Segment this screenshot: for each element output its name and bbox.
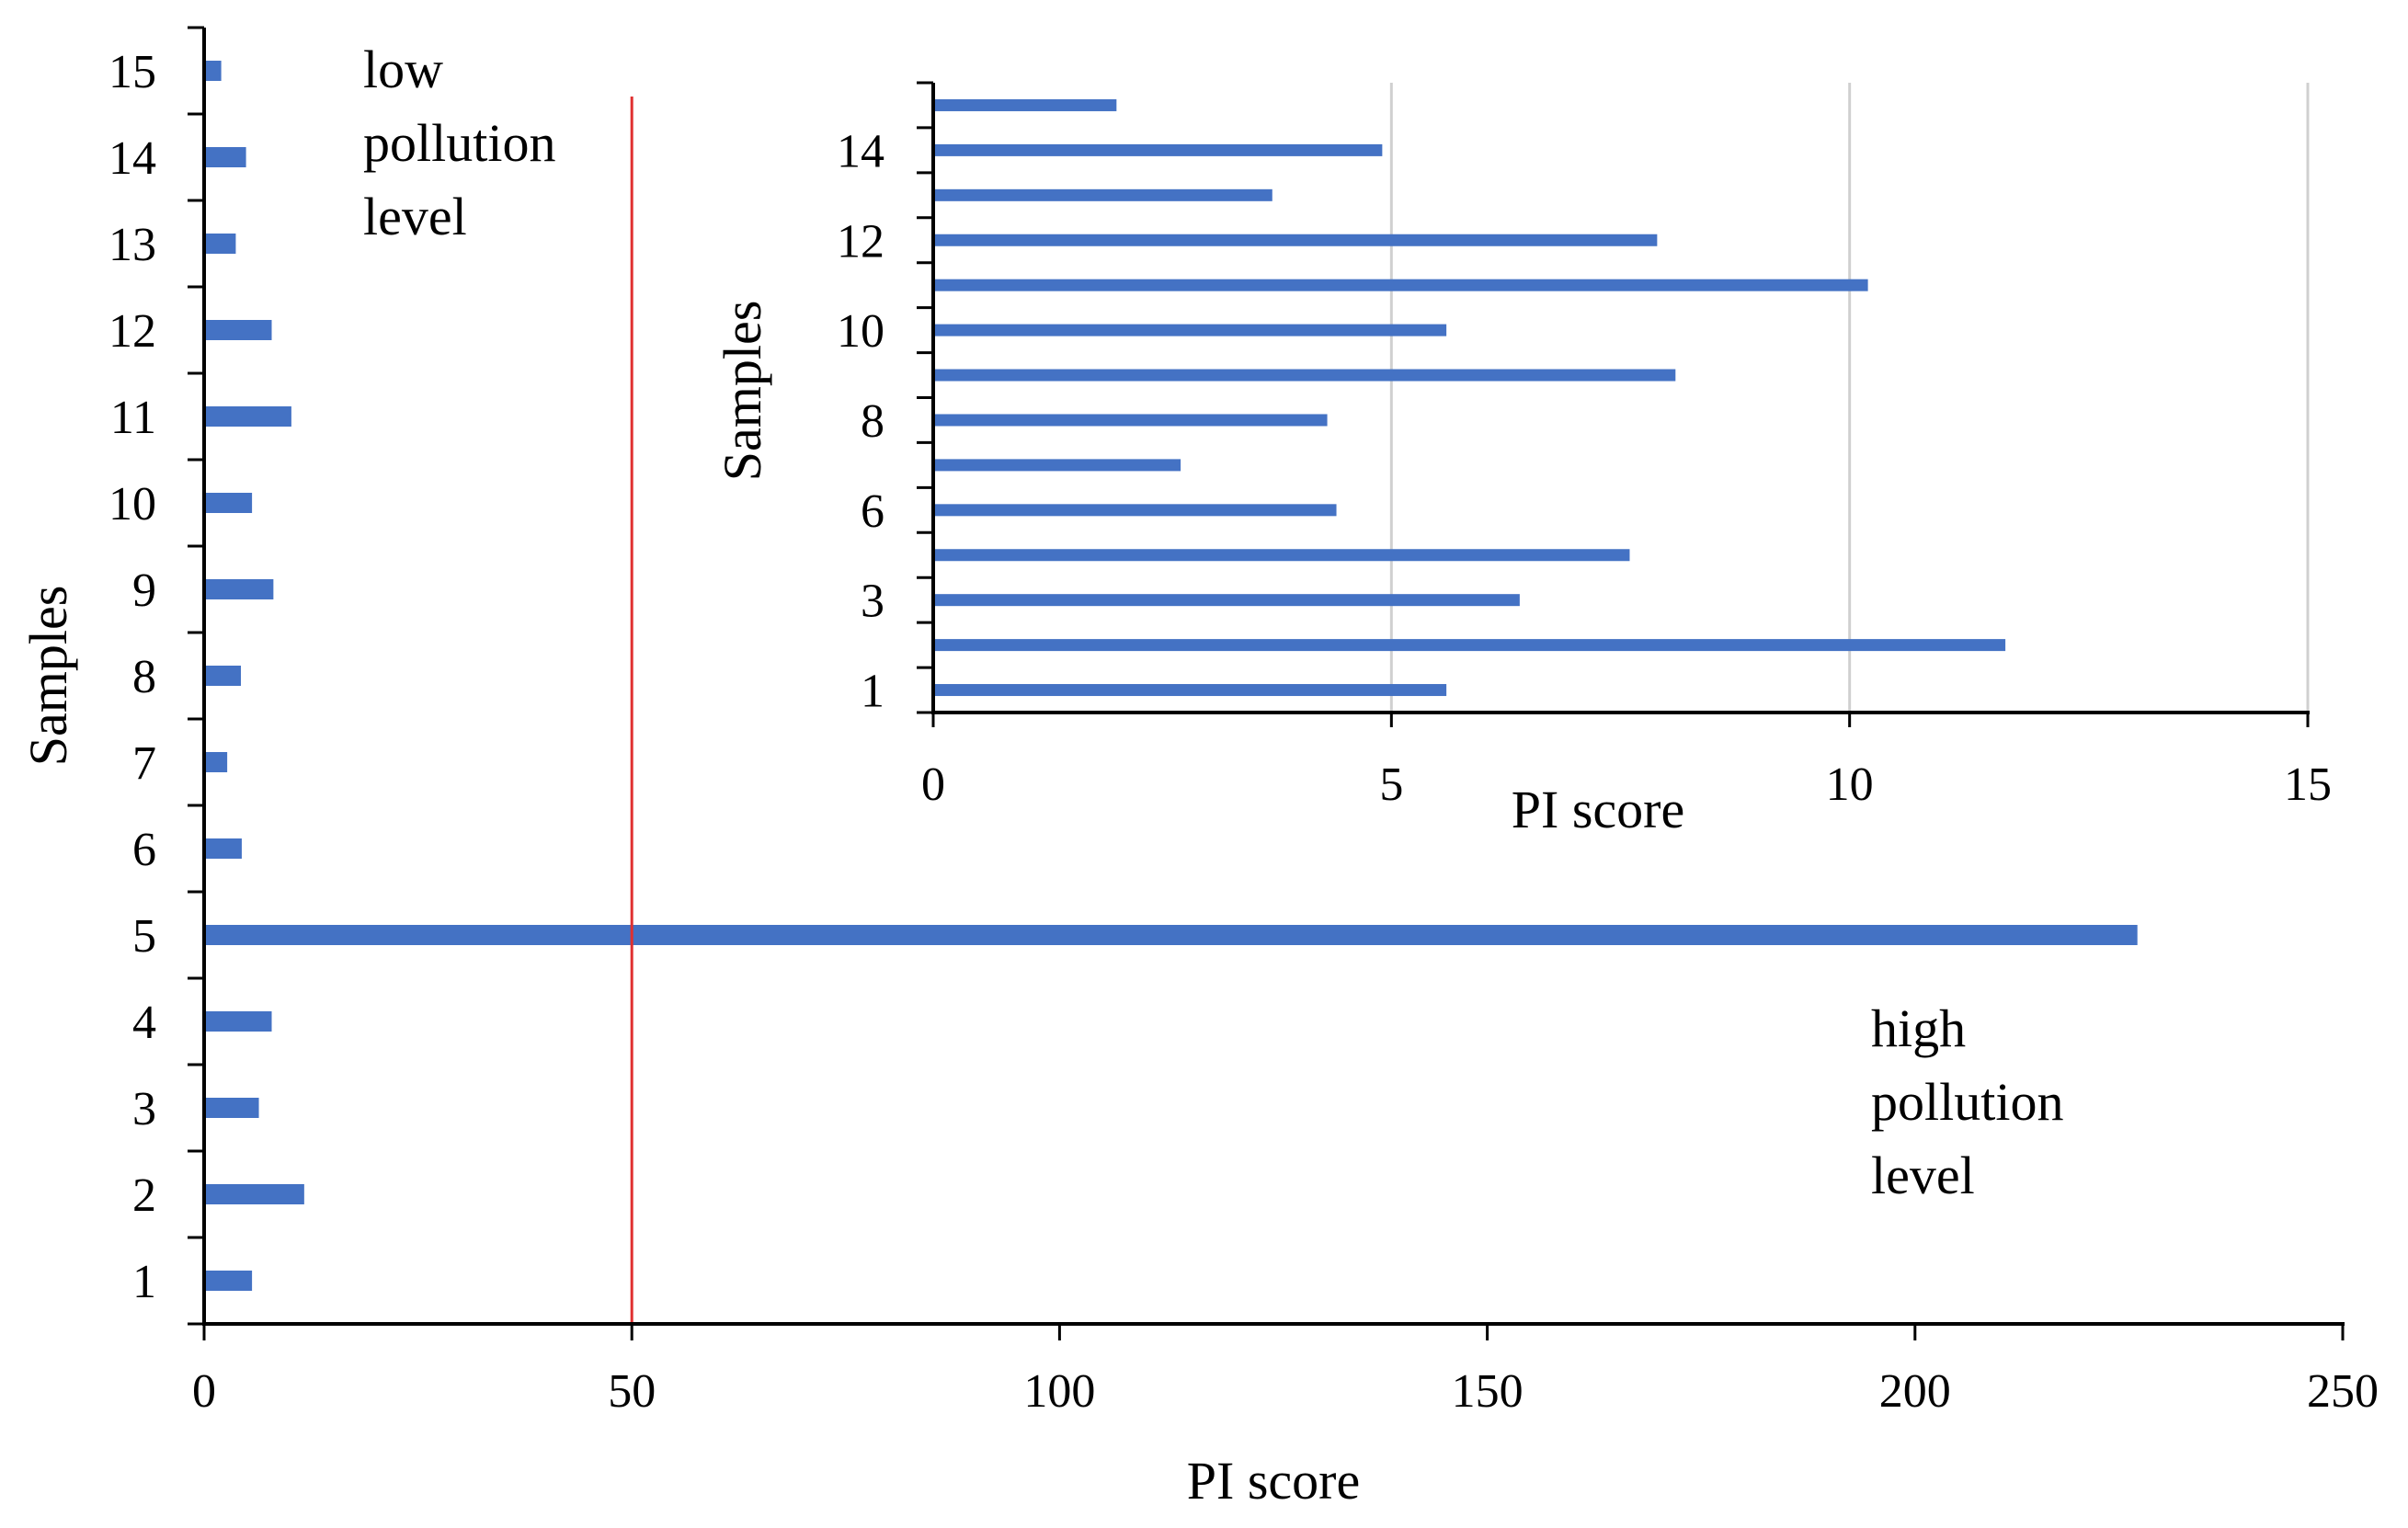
inset-bar-sample-9 <box>934 369 1676 382</box>
x-tick-label: 0 <box>192 1365 216 1418</box>
y-tick-label: 8 <box>132 651 156 703</box>
x-axis-title: PI score <box>1187 1451 1360 1511</box>
inset-y-tick-label: 14 <box>837 125 884 177</box>
inset-bar-sample-4 <box>934 549 1630 562</box>
inset-x-axis-title: PI score <box>1512 780 1684 839</box>
bar-sample-7 <box>205 752 228 772</box>
y-tick-label: 9 <box>132 564 156 617</box>
bar-sample-15 <box>205 61 222 81</box>
y-tick-label: 12 <box>108 305 156 358</box>
inset-x-tick-label: 10 <box>1826 758 1874 811</box>
inset-bar-sample-12 <box>934 234 1658 246</box>
y-tick-label: 14 <box>108 132 156 185</box>
inset-y-tick-label: 6 <box>861 485 884 538</box>
inset-x-tick-label: 15 <box>2284 758 2332 811</box>
inset-bar-sample-2 <box>934 639 2006 652</box>
x-tick-label: 100 <box>1023 1365 1095 1418</box>
bar-sample-10 <box>205 493 253 513</box>
annotation-low-pollution: pollution <box>363 113 555 173</box>
x-tick-label: 200 <box>1879 1365 1951 1418</box>
bar-sample-1 <box>205 1271 253 1291</box>
inset-bar-sample-3 <box>934 594 1520 607</box>
inset-bar-sample-10 <box>934 324 1447 336</box>
y-tick-label: 11 <box>110 392 156 444</box>
y-tick-label: 1 <box>132 1256 156 1308</box>
annotation-high-pollution: high <box>1871 998 1966 1058</box>
y-tick-label: 10 <box>108 478 156 530</box>
annotation-high-pollution: pollution <box>1871 1072 2063 1132</box>
inset-bar-sample-13 <box>934 188 1272 201</box>
bar-sample-11 <box>205 406 291 427</box>
inset-bar-sample-15 <box>934 98 1117 111</box>
bar-sample-6 <box>205 838 242 859</box>
inset-bar-sample-8 <box>934 414 1328 427</box>
inset-chart: 1 3 6 8 10 12 14 0 5 10 15 PI score Samples <box>713 81 2332 839</box>
bar-sample-14 <box>205 147 246 167</box>
y-tick-label: 15 <box>108 46 156 98</box>
bar-sample-9 <box>205 579 274 599</box>
x-tick-label: 250 <box>2307 1365 2379 1418</box>
y-axis-title: Samples <box>18 586 78 767</box>
inset-y-tick-label: 12 <box>837 215 884 268</box>
bar-sample-3 <box>205 1098 259 1118</box>
y-tick-label: 6 <box>132 824 156 876</box>
y-tick-label: 2 <box>132 1169 156 1222</box>
annotation-high-pollution: level <box>1871 1146 1975 1205</box>
inset-x-tick-label: 0 <box>921 758 945 811</box>
bar-sample-8 <box>205 666 242 686</box>
inset-y-axis-title: Samples <box>713 301 772 482</box>
inset-y-tick-label: 8 <box>861 395 884 448</box>
bar-sample-12 <box>205 320 272 340</box>
y-tick-label: 5 <box>132 910 156 963</box>
bar-sample-2 <box>205 1184 304 1204</box>
y-tick-label: 4 <box>132 997 156 1049</box>
y-tick-label: 3 <box>132 1083 156 1135</box>
y-tick-label: 7 <box>132 737 156 790</box>
inset-bar-sample-7 <box>934 459 1181 472</box>
x-tick-label: 150 <box>1452 1365 1524 1418</box>
inset-y-tick-label: 1 <box>861 666 884 718</box>
inset-bar-sample-14 <box>934 143 1383 156</box>
inset-bar-sample-6 <box>934 504 1337 517</box>
x-tick-label: 50 <box>608 1365 656 1418</box>
bar-sample-4 <box>205 1011 272 1032</box>
annotation-low-pollution: low <box>363 40 443 99</box>
inset-y-tick-label: 10 <box>837 305 884 358</box>
annotation-low-pollution: level <box>363 187 467 246</box>
inset-bar-sample-1 <box>934 684 1447 697</box>
bar-sample-5 <box>205 925 2138 945</box>
y-tick-label: 13 <box>108 219 156 271</box>
inset-x-tick-label: 5 <box>1379 758 1403 811</box>
inset-bar-sample-11 <box>934 279 1868 291</box>
bar-sample-13 <box>205 234 236 254</box>
inset-y-tick-label: 3 <box>861 576 884 628</box>
